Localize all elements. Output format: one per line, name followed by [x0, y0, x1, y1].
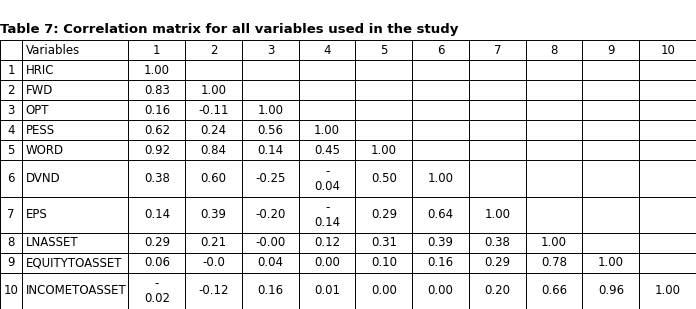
Text: 0.16: 0.16	[258, 284, 283, 297]
Text: 0.38: 0.38	[144, 172, 170, 185]
Text: -0.20: -0.20	[255, 208, 285, 221]
Text: 4: 4	[7, 124, 15, 137]
Text: 0.10: 0.10	[371, 256, 397, 269]
Text: FWD: FWD	[26, 84, 53, 97]
Text: 0.29: 0.29	[144, 236, 170, 249]
Text: 0.24: 0.24	[200, 124, 227, 137]
Text: Table 7: Correlation matrix for all variables used in the study: Table 7: Correlation matrix for all vari…	[0, 23, 459, 36]
Text: -0.12: -0.12	[198, 284, 229, 297]
Text: 3: 3	[267, 44, 274, 57]
Text: EPS: EPS	[26, 208, 47, 221]
Text: 0.29: 0.29	[484, 256, 510, 269]
Text: 1.00: 1.00	[541, 236, 567, 249]
Text: 4: 4	[324, 44, 331, 57]
Text: 0.45: 0.45	[314, 144, 340, 157]
Text: 0.83: 0.83	[144, 84, 170, 97]
Text: 0.38: 0.38	[484, 236, 510, 249]
Text: 0.14: 0.14	[258, 144, 283, 157]
Text: 1: 1	[153, 44, 161, 57]
Text: 9: 9	[607, 44, 615, 57]
Text: 0.56: 0.56	[258, 124, 283, 137]
Text: 8: 8	[551, 44, 557, 57]
Text: -
0.02: - 0.02	[144, 277, 170, 305]
Text: HRIC: HRIC	[26, 64, 54, 77]
Text: 0.16: 0.16	[144, 104, 170, 117]
Text: 0.39: 0.39	[200, 208, 227, 221]
Text: -
0.14: - 0.14	[314, 201, 340, 229]
Text: 0.00: 0.00	[371, 284, 397, 297]
Text: 1.00: 1.00	[598, 256, 624, 269]
Text: 0.04: 0.04	[258, 256, 283, 269]
Text: -0.11: -0.11	[198, 104, 229, 117]
Text: 1.00: 1.00	[427, 172, 454, 185]
Text: 0.16: 0.16	[427, 256, 454, 269]
Text: 1.00: 1.00	[484, 208, 510, 221]
Text: 0.84: 0.84	[200, 144, 227, 157]
Text: 2: 2	[210, 44, 217, 57]
Text: 1.00: 1.00	[371, 144, 397, 157]
Text: PESS: PESS	[26, 124, 55, 137]
Text: 0.00: 0.00	[427, 284, 454, 297]
Text: 9: 9	[7, 256, 15, 269]
Text: 0.62: 0.62	[144, 124, 170, 137]
Text: 10: 10	[3, 284, 19, 297]
Text: 10: 10	[661, 44, 675, 57]
Text: 0.20: 0.20	[484, 284, 510, 297]
Text: 0.31: 0.31	[371, 236, 397, 249]
Text: 0.64: 0.64	[427, 208, 454, 221]
Text: 0.60: 0.60	[200, 172, 227, 185]
Text: WORD: WORD	[26, 144, 63, 157]
Text: 1: 1	[7, 64, 15, 77]
Text: 1.00: 1.00	[314, 124, 340, 137]
Text: 8: 8	[8, 236, 15, 249]
Text: 0.50: 0.50	[371, 172, 397, 185]
Text: OPT: OPT	[26, 104, 49, 117]
Text: -0.25: -0.25	[255, 172, 285, 185]
Text: 0.78: 0.78	[541, 256, 567, 269]
Text: 0.66: 0.66	[541, 284, 567, 297]
Text: 0.01: 0.01	[314, 284, 340, 297]
Text: 0.06: 0.06	[144, 256, 170, 269]
Text: 0.14: 0.14	[144, 208, 170, 221]
Text: -0.00: -0.00	[255, 236, 285, 249]
Text: 0.21: 0.21	[200, 236, 227, 249]
Text: 1.00: 1.00	[258, 104, 283, 117]
Text: 1.00: 1.00	[655, 284, 681, 297]
Text: -
0.04: - 0.04	[314, 164, 340, 193]
Text: 1.00: 1.00	[144, 64, 170, 77]
Text: 0.96: 0.96	[598, 284, 624, 297]
Text: 0.12: 0.12	[314, 236, 340, 249]
Text: DVND: DVND	[26, 172, 61, 185]
Text: 7: 7	[7, 208, 15, 221]
Text: 7: 7	[493, 44, 501, 57]
Text: 3: 3	[8, 104, 15, 117]
Text: 1.00: 1.00	[200, 84, 227, 97]
Text: 0.29: 0.29	[371, 208, 397, 221]
Text: 0.92: 0.92	[144, 144, 170, 157]
Text: Variables: Variables	[26, 44, 80, 57]
Text: 6: 6	[7, 172, 15, 185]
Text: INCOMETOASSET: INCOMETOASSET	[26, 284, 126, 297]
Text: LNASSET: LNASSET	[26, 236, 78, 249]
Text: EQUITYTOASSET: EQUITYTOASSET	[26, 256, 122, 269]
Text: 5: 5	[380, 44, 388, 57]
Text: 6: 6	[437, 44, 444, 57]
Text: -0.0: -0.0	[202, 256, 225, 269]
Text: 0.00: 0.00	[314, 256, 340, 269]
Text: 5: 5	[8, 144, 15, 157]
Text: 2: 2	[7, 84, 15, 97]
Text: 0.39: 0.39	[427, 236, 454, 249]
